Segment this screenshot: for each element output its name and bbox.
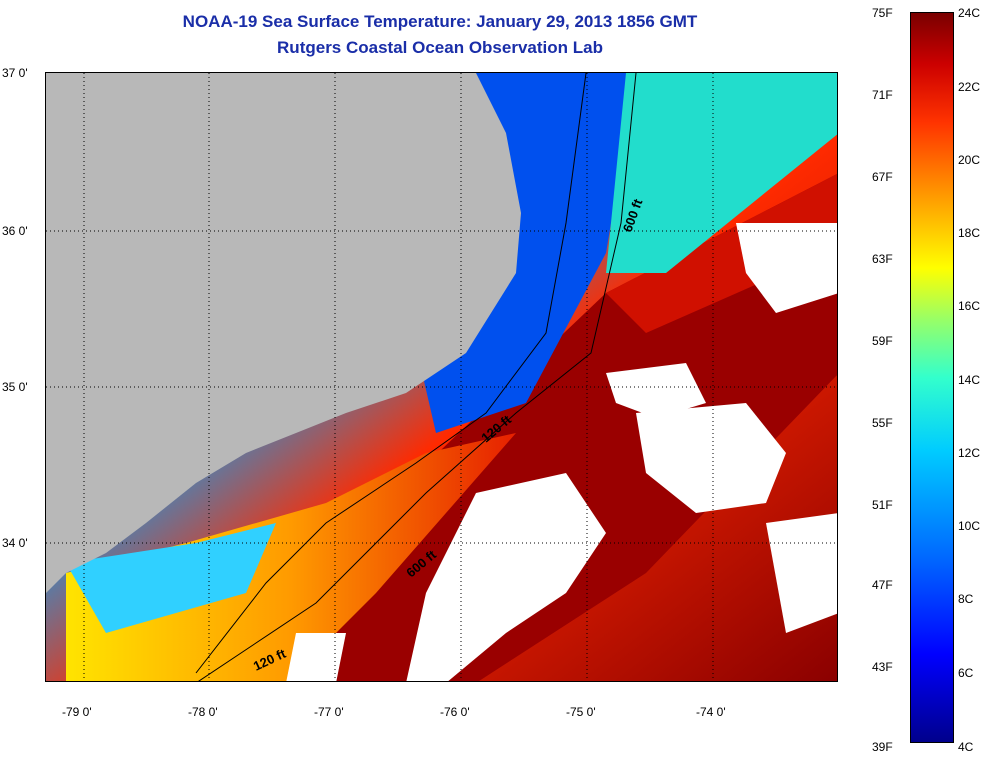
colorbar-f-51: 51F bbox=[872, 498, 893, 512]
colorbar-c-14: 14C bbox=[958, 373, 981, 387]
colorbar-c-10: 10C bbox=[958, 519, 981, 533]
land bbox=[46, 73, 521, 593]
colorbar-f-63: 63F bbox=[872, 252, 893, 266]
colorbar-f-75: 75F bbox=[872, 6, 893, 20]
lon-label-77: -77 0' bbox=[314, 705, 344, 719]
lon-label-79: -79 0' bbox=[62, 705, 92, 719]
colorbar-c-8: 8C bbox=[958, 592, 974, 606]
colorbar-f-43: 43F bbox=[872, 660, 893, 674]
colorbar-f-71: 71F bbox=[872, 88, 893, 102]
map-subtitle: Rutgers Coastal Ocean Observation Lab bbox=[277, 38, 603, 57]
colorbar-c-18: 18C bbox=[958, 226, 981, 240]
lat-label-35: 35 0' bbox=[2, 380, 28, 394]
colorbar-f-47: 47F bbox=[872, 578, 893, 592]
lat-label-36: 36 0' bbox=[2, 224, 28, 238]
lat-label-37: 37 0' bbox=[2, 66, 28, 80]
colorbar-f-55: 55F bbox=[872, 416, 893, 430]
lon-label-78: -78 0' bbox=[188, 705, 218, 719]
contour-120ft bbox=[195, 73, 587, 674]
colorbar-c-12: 12C bbox=[958, 446, 981, 460]
colorbar-c-6: 6C bbox=[958, 666, 974, 680]
shelf-water bbox=[66, 433, 516, 681]
graticule bbox=[46, 73, 837, 681]
lon-label-75: -75 0' bbox=[566, 705, 596, 719]
lon-label-76: -76 0' bbox=[440, 705, 470, 719]
lon-label-74: -74 0' bbox=[696, 705, 726, 719]
colorbar-f-67: 67F bbox=[872, 170, 893, 184]
sst-map: 600 ft 120 ft 600 ft 120 ft bbox=[45, 72, 838, 682]
lat-label-34: 34 0' bbox=[2, 536, 28, 550]
cloud bbox=[606, 363, 706, 418]
colorbar-c-4: 4C bbox=[958, 740, 974, 754]
temperature-colorbar bbox=[910, 12, 954, 743]
colorbar-c-22: 22C bbox=[958, 80, 981, 94]
colorbar-f-59: 59F bbox=[872, 334, 893, 348]
colorbar-c-16: 16C bbox=[958, 299, 981, 313]
colorbar-c-24: 24C bbox=[958, 6, 981, 20]
map-title: NOAA-19 Sea Surface Temperature: January… bbox=[182, 12, 698, 31]
colorbar-f-39: 39F bbox=[872, 740, 893, 754]
colorbar-c-20: 20C bbox=[958, 153, 981, 167]
contour-600ft bbox=[198, 73, 637, 681]
sst-map-svg: 600 ft 120 ft 600 ft 120 ft bbox=[46, 73, 837, 681]
